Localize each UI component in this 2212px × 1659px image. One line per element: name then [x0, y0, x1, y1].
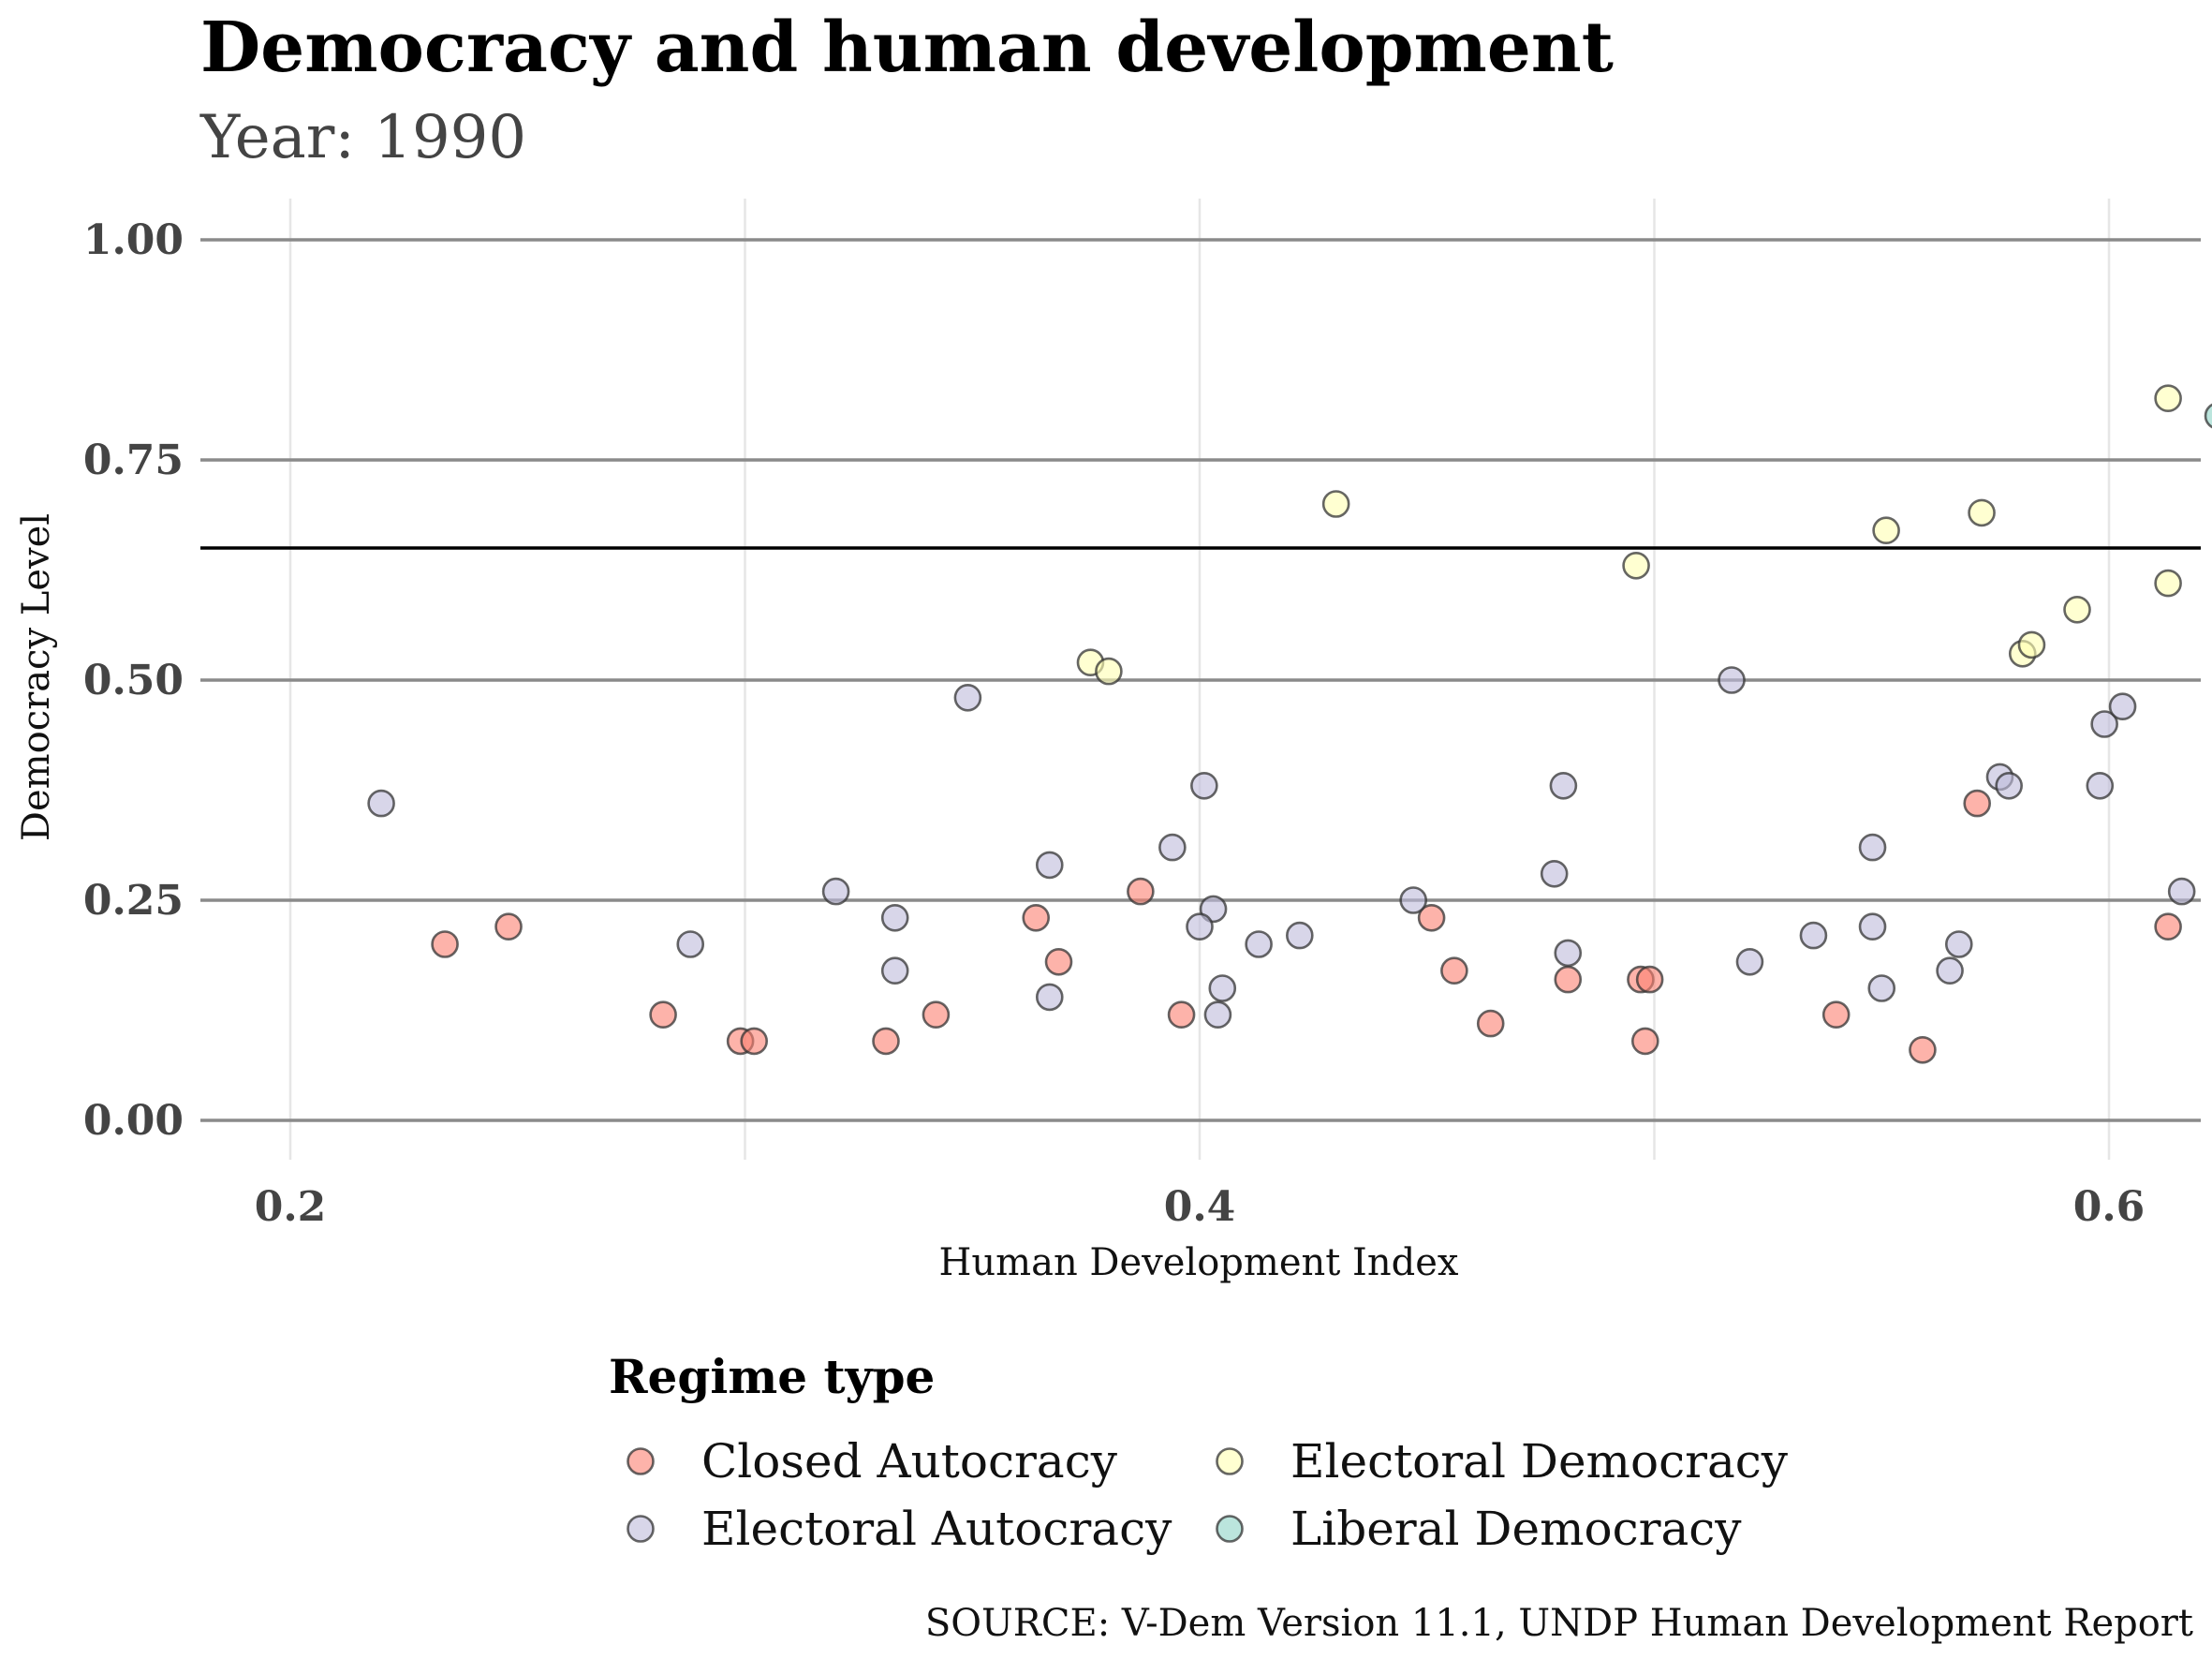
point-closed-autocracy [740, 1027, 769, 1056]
point-closed-autocracy [494, 912, 523, 941]
legend-marker [627, 1447, 655, 1475]
legend-label: Closed Autocracy [701, 1434, 1118, 1489]
point-closed-autocracy [1821, 1000, 1851, 1029]
point-electoral-autocracy [880, 903, 909, 932]
point-electoral-autocracy [1035, 983, 1064, 1012]
point-electoral-autocracy [1858, 912, 1887, 941]
point-electoral-democracy [2017, 630, 2046, 659]
point-electoral-autocracy [2108, 692, 2137, 721]
point-electoral-autocracy [1035, 851, 1064, 880]
legend-marker [627, 1515, 655, 1543]
legend-title: Regime type [609, 1349, 935, 1404]
point-closed-autocracy [1044, 948, 1073, 976]
axis-ticks: 0.20.40.60.81.00.000.250.500.751.00 [83, 216, 2146, 1231]
point-electoral-democracy [2063, 595, 2091, 624]
y-tick-label: 0.00 [83, 1097, 184, 1145]
point-electoral-autocracy [880, 956, 909, 985]
data-points [367, 384, 2212, 1064]
point-closed-autocracy [1127, 877, 1155, 906]
chart-title: Democracy and human development [200, 7, 1614, 88]
point-electoral-democracy [2154, 384, 2182, 413]
point-closed-autocracy [1476, 1009, 1505, 1038]
point-closed-autocracy [1909, 1036, 1937, 1064]
point-electoral-autocracy [1554, 939, 1583, 968]
point-electoral-democracy [1095, 657, 1123, 686]
point-closed-autocracy [2154, 912, 2182, 941]
point-electoral-autocracy [1208, 974, 1237, 1002]
point-electoral-autocracy [1799, 921, 1828, 950]
point-electoral-autocracy [2086, 771, 2115, 800]
point-closed-autocracy [649, 1000, 677, 1029]
point-electoral-autocracy [953, 683, 982, 712]
chart-subtitle: Year: 1990 [199, 103, 526, 172]
legend-marker [1216, 1515, 1244, 1543]
point-closed-autocracy [1635, 965, 1664, 994]
y-tick-label: 0.25 [83, 877, 184, 925]
point-electoral-autocracy [1399, 886, 1427, 914]
point-electoral-democracy [2154, 569, 2182, 598]
legend-label: Electoral Autocracy [701, 1502, 1172, 1556]
point-closed-autocracy [1167, 1000, 1196, 1029]
y-tick-label: 0.50 [83, 657, 184, 704]
point-electoral-democracy [1622, 551, 1650, 580]
source-note: SOURCE: V-Dem Version 11.1, UNDP Human D… [925, 1602, 2193, 1645]
point-closed-autocracy [1630, 1027, 1659, 1056]
point-electoral-democracy [1872, 516, 1900, 545]
x-tick-label: 0.6 [2073, 1183, 2146, 1231]
point-electoral-autocracy [1995, 771, 2023, 800]
y-tick-label: 1.00 [83, 216, 184, 264]
point-electoral-autocracy [1735, 948, 1764, 976]
point-electoral-autocracy [1858, 833, 1887, 862]
point-electoral-autocracy [1186, 912, 1214, 941]
legend-label: Liberal Democracy [1290, 1502, 1742, 1556]
point-electoral-autocracy [1203, 1000, 1232, 1029]
plot-grid [200, 199, 2201, 1160]
point-electoral-autocracy [2090, 710, 2118, 738]
reference-lines [200, 546, 2201, 550]
x-axis-label: Human Development Index [939, 1241, 1459, 1284]
point-electoral-autocracy [1936, 956, 1964, 985]
point-electoral-autocracy [1718, 666, 1746, 694]
point-electoral-autocracy [1540, 859, 1569, 888]
point-electoral-autocracy [1158, 833, 1187, 862]
point-electoral-autocracy [1190, 771, 1218, 800]
point-electoral-democracy [1321, 490, 1350, 518]
point-closed-autocracy [1440, 956, 1468, 985]
point-closed-autocracy [1554, 965, 1583, 994]
point-electoral-autocracy [1549, 771, 1578, 800]
y-axis-label: Democracy Level [15, 513, 58, 841]
point-closed-autocracy [431, 930, 459, 958]
point-electoral-autocracy [1867, 974, 1896, 1002]
legend: Regime type Closed Autocracy Electoral Au… [609, 1349, 1789, 1556]
legend-label: Electoral Democracy [1290, 1434, 1789, 1489]
point-closed-autocracy [1417, 903, 1446, 932]
point-electoral-democracy [1968, 498, 1996, 527]
point-electoral-autocracy [2167, 877, 2196, 906]
point-electoral-autocracy [676, 930, 705, 958]
point-electoral-autocracy [1245, 930, 1273, 958]
point-liberal-democracy [2204, 403, 2212, 429]
x-tick-label: 0.2 [255, 1183, 327, 1231]
point-electoral-autocracy [367, 789, 395, 818]
point-electoral-autocracy [1286, 921, 1314, 950]
point-closed-autocracy [1963, 789, 1992, 818]
point-closed-autocracy [922, 1000, 951, 1029]
point-electoral-autocracy [1944, 930, 1973, 958]
point-electoral-autocracy [821, 877, 850, 906]
point-closed-autocracy [872, 1027, 900, 1056]
legend-marker [1216, 1447, 1244, 1475]
point-closed-autocracy [1022, 903, 1051, 932]
x-tick-label: 0.4 [1164, 1183, 1236, 1231]
y-tick-label: 0.75 [83, 437, 184, 484]
